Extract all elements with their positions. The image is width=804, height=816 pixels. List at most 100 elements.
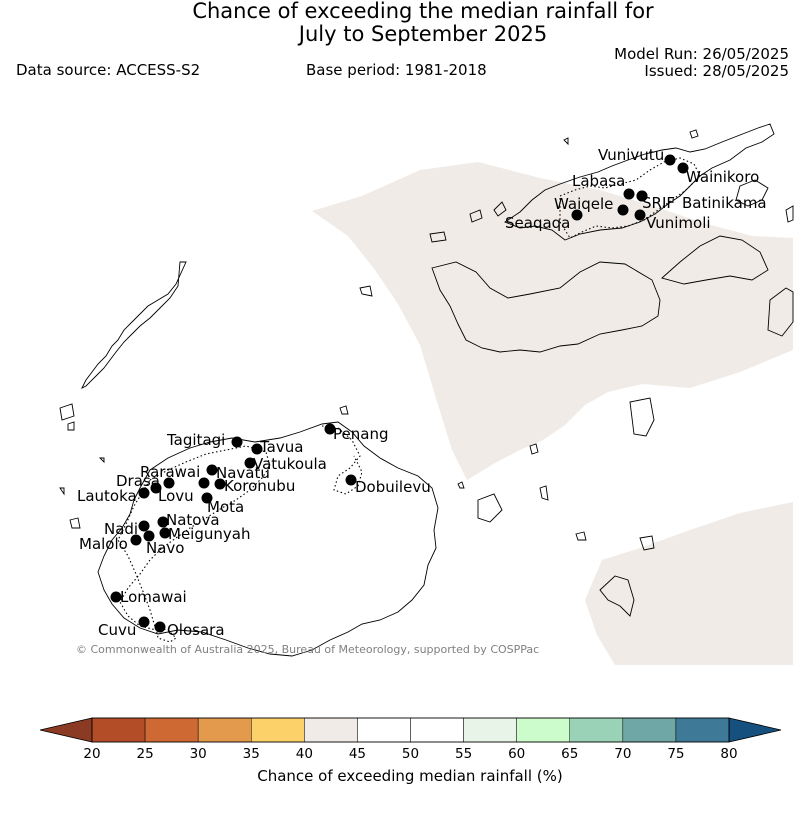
station-marker-labasa (623, 188, 635, 200)
colorbar-tick-label: 40 (296, 746, 313, 762)
copyright-text: © Commonwealth of Australia 2025, Bureau… (76, 643, 539, 656)
colorbar-cell (144, 717, 199, 743)
station-marker-navo (143, 530, 155, 542)
station-marker-olosara (154, 621, 166, 633)
station-marker-tavua (251, 443, 263, 455)
colorbar-cell (304, 717, 358, 743)
islet-1-outline (359, 285, 373, 297)
station-marker-lautoka (138, 487, 150, 499)
colorbar-cell (410, 717, 464, 743)
islet-3-outline (469, 209, 483, 223)
colorbar-tick-label: 60 (508, 746, 525, 762)
islet-10-outline (539, 485, 549, 501)
colorbar-cell (197, 717, 252, 743)
station-label-koronubu: Koronubu (224, 477, 295, 495)
kadavu-outline (599, 575, 635, 617)
station-marker-navatu (198, 477, 210, 489)
colorbar-tick-label: 80 (720, 746, 737, 762)
land-outlines (59, 123, 794, 657)
station-label-lomawai: Lomawai (120, 588, 187, 606)
station-marker-dobuilevu (345, 474, 357, 486)
station-label-vatukoula: Vatukoula (253, 455, 327, 473)
vanua-levu-outline (504, 123, 775, 241)
station-label-waiqele: Waiqele (554, 195, 613, 213)
district-boundary-south (155, 627, 177, 643)
map-title: Chance of exceeding the median rainfall … (0, 0, 804, 46)
mamanuca-islet-2-outline (67, 421, 75, 431)
islet-8-outline (629, 397, 655, 437)
station-label-lautoka: Lautoka (77, 487, 137, 505)
colorbar-tick-label: 35 (243, 746, 260, 762)
islet-9-outline (529, 443, 539, 455)
station-marker-batinikama (636, 190, 648, 202)
station-marker-meigunyah (159, 527, 171, 539)
northern-coast-outline (661, 235, 769, 285)
colorbar-tick-label: 65 (561, 746, 578, 762)
islet-14-outline (339, 405, 349, 415)
mamanuca-islet-5-outline (69, 517, 81, 529)
station-label-nadi: Nadi (104, 520, 138, 538)
shaded-region-south (585, 502, 793, 665)
taveuni-outline (735, 179, 769, 207)
southern-coast-outline (431, 261, 661, 353)
station-label-olosara: Olosara (167, 621, 225, 639)
colorbar-cell (622, 717, 677, 743)
islet-15-outline (457, 481, 465, 489)
station-label-wainikoro: Wainikoro (686, 168, 759, 186)
station-label-mota: Mota (207, 498, 244, 516)
colorbar-cell (516, 717, 571, 743)
station-marker-lovu (150, 482, 162, 494)
islet-11-outline (477, 493, 503, 523)
station-marker-rarawai (206, 464, 218, 476)
station-label-navatu: Navatu (216, 464, 270, 482)
viti-levu-outline (97, 421, 439, 657)
base-period-text: Base period: 1981-2018 (306, 61, 487, 79)
station-label-labasa: Labasa (572, 172, 625, 190)
colorbar-cell (675, 717, 730, 743)
islet-5-outline (689, 129, 699, 139)
station-label-srif: SRIF (642, 194, 675, 212)
lau-island-outline (767, 287, 794, 337)
colorbar-low-extend (39, 717, 93, 743)
station-label-navo: Navo (146, 539, 184, 557)
islet-4-outline (493, 201, 507, 217)
station-label-penang: Penang (333, 425, 388, 443)
colorbar-tick-label: 75 (667, 746, 684, 762)
colorbar-cells (91, 717, 730, 743)
station-marker-vunimoli (634, 209, 646, 221)
shaded-regions (312, 162, 793, 665)
station-label-batinikama: Batinikama (682, 194, 767, 212)
station-marker-vunivutu (664, 154, 676, 166)
station-label-lovu: Lovu (158, 487, 194, 505)
islet-7-outline (785, 205, 794, 223)
colorbar-cell (463, 717, 517, 743)
colorbar-cell (251, 717, 305, 743)
station-label-cuvu: Cuvu (98, 621, 136, 639)
station-label-dobuilevu: Dobuilevu (355, 478, 431, 496)
station-marker-penang (324, 423, 336, 435)
colorbar-tick-label: 45 (349, 746, 366, 762)
colorbar-tick-label: 30 (190, 746, 207, 762)
model-run-text: Model Run: 26/05/2025 (614, 45, 789, 63)
colorbar-high-extend (728, 717, 782, 743)
islet-13-outline (639, 535, 655, 551)
district-boundaries (117, 157, 701, 643)
issued-text: Issued: 28/05/2025 (644, 62, 789, 80)
station-marker-malolo (130, 534, 142, 546)
title-line-2: July to September 2025 (298, 22, 548, 46)
station-marker-lomawai (110, 591, 122, 603)
station-label-vunivutu: Vunivutu (598, 146, 664, 164)
islet-2-outline (429, 231, 447, 243)
colorbar-tick-label: 20 (83, 746, 100, 762)
station-marker-nadi (138, 520, 150, 532)
colorbar-tick-label: 50 (402, 746, 419, 762)
station-label-vunimoli: Vunimoli (646, 214, 711, 232)
colorbar-cell (91, 717, 146, 743)
station-marker-koronubu (214, 478, 226, 490)
colorbar-cell (357, 717, 411, 743)
station-label-drasa: Drasa (116, 472, 160, 490)
mamanuca-islet-3-outline (98, 457, 105, 464)
station-label-rarawai: Rarawai (140, 463, 200, 481)
colorbar-tick-label: 25 (136, 746, 153, 762)
